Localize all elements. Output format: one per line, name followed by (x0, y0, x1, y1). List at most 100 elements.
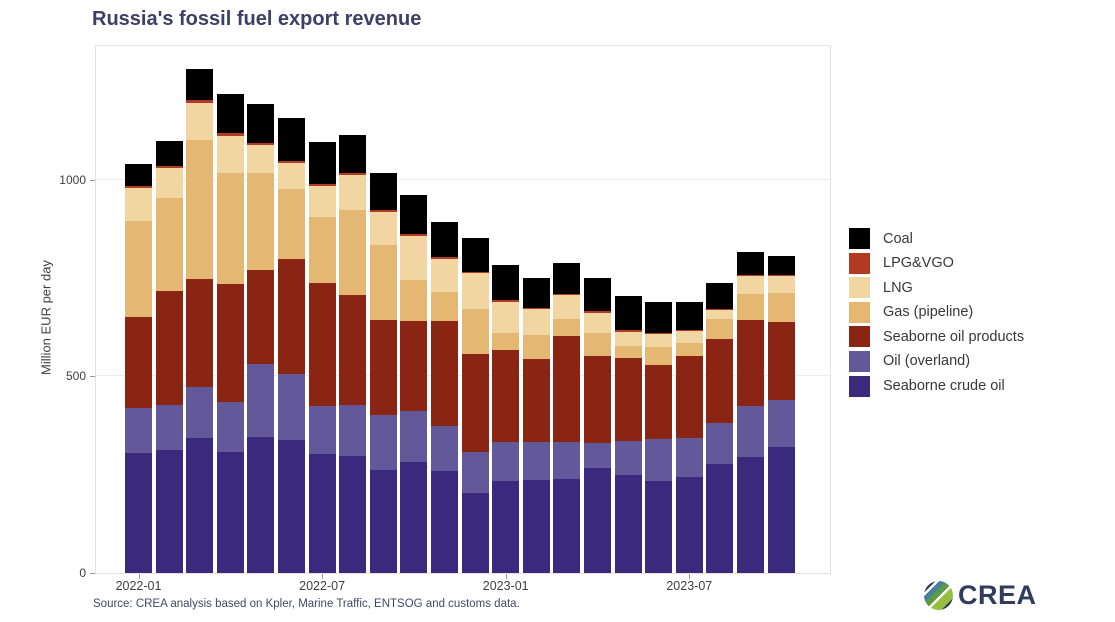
bar-segment-2023-01-gas-pipeline- (492, 333, 520, 351)
bar-segment-2022-12-lpg-vgo (461, 271, 489, 274)
gridline-1000 (96, 178, 830, 180)
bar-segment-2022-02-lng (155, 168, 183, 198)
bar-segment-2023-02-lpg-vgo (522, 307, 550, 310)
legend-label: Gas (pipeline) (883, 304, 974, 321)
bar-segment-2022-12-coal (461, 237, 489, 272)
bar-segment-2023-05-seaborne-crude-oil (614, 474, 642, 573)
bar-segment-2023-01-seaborne-crude-oil (492, 480, 520, 573)
bar-segment-2022-06-seaborne-oil-products (278, 258, 305, 374)
legend-item-seaborne-oil-products: Seaborne oil products (849, 326, 1024, 348)
bar-segment-2023-07-seaborne-crude-oil (675, 477, 703, 573)
bar-segment-2023-06-seaborne-oil-products (645, 365, 673, 439)
bar-segment-2023-10-lng (767, 276, 795, 294)
bar-segment-2022-10-seaborne-oil-products (400, 321, 428, 411)
bar-segment-2023-03-gas-pipeline- (553, 318, 581, 337)
bar-segment-2022-01-coal (125, 164, 152, 186)
bar-segment-2022-06-coal (278, 117, 305, 161)
bar-segment-2022-04-lpg-vgo (216, 132, 244, 137)
bar-segment-2022-08-coal (339, 134, 367, 174)
lpg-vgo-swatch-icon (849, 252, 870, 274)
bar-segment-2022-11-gas-pipeline- (431, 292, 458, 321)
bar-segment-2022-05-seaborne-oil-products (247, 270, 275, 364)
bar-segment-2022-10-gas-pipeline- (400, 279, 428, 322)
bar-segment-2023-08-gas-pipeline- (706, 319, 734, 340)
bar-segment-2022-04-gas-pipeline- (216, 172, 244, 284)
bar-segment-2022-01-seaborne-oil-products (125, 317, 152, 408)
bar-segment-2023-08-seaborne-oil-products (706, 339, 734, 424)
y-tick-label-500: 500 (65, 369, 86, 384)
bar-segment-2023-08-lng (706, 309, 734, 320)
source-note: Source: CREA analysis based on Kpler, Ma… (93, 598, 520, 610)
bar-segment-2022-02-oil-overland- (155, 404, 183, 450)
bar-segment-2023-09-lng (737, 276, 764, 295)
legend-label: LPG&VGO (883, 255, 954, 272)
bar-segment-2023-09-seaborne-crude-oil (737, 456, 764, 573)
bar-segment-2023-10-gas-pipeline- (767, 293, 795, 322)
bar-segment-2022-11-lpg-vgo (431, 257, 458, 259)
legend-item-lng: LNG (849, 277, 1024, 299)
seaborne-crude-oil-swatch-icon (849, 375, 870, 397)
coal-swatch-icon (849, 228, 870, 249)
bar-segment-2023-09-oil-overland- (737, 405, 764, 457)
bar-segment-2022-05-gas-pipeline- (247, 173, 275, 271)
x-tick-mark (505, 574, 507, 579)
bar-segment-2023-04-gas-pipeline- (584, 333, 611, 357)
bar-segment-2022-11-oil-overland- (431, 425, 458, 471)
bar-segment-2022-10-lng (400, 235, 428, 280)
bar-segment-2023-05-seaborne-oil-products (614, 357, 642, 441)
bar-segment-2023-07-lng (675, 330, 703, 343)
bar-segment-2023-05-oil-overland- (614, 440, 642, 475)
legend-label: Oil (overland) (883, 353, 971, 370)
bar-segment-2022-05-coal (247, 104, 275, 143)
bar-segment-2022-05-oil-overland- (247, 363, 275, 437)
bar-segment-2023-06-seaborne-crude-oil (645, 481, 673, 573)
bar-segment-2022-07-coal (308, 142, 336, 184)
bar-segment-2022-09-lpg-vgo (369, 210, 397, 212)
y-tick-mark (90, 573, 95, 574)
oil-overland-swatch-icon (849, 350, 870, 372)
bar-segment-2022-06-lng (278, 163, 305, 190)
y-tick-mark (90, 179, 95, 181)
crea-logo: CREA (924, 580, 1037, 611)
bar-segment-2022-10-oil-overland- (400, 410, 428, 463)
bar-segment-2023-10-seaborne-crude-oil (767, 446, 795, 573)
bar-segment-2022-12-oil-overland- (461, 452, 489, 494)
bar-segment-2022-07-lpg-vgo (308, 183, 336, 187)
bar-segment-2023-10-coal (767, 255, 795, 275)
gas-pipeline-swatch-icon (849, 301, 870, 323)
bar-segment-2023-08-lpg-vgo (706, 308, 734, 310)
bar-segment-2022-11-seaborne-oil-products (431, 320, 458, 426)
crea-logo-text: CREA (958, 580, 1037, 610)
bar-segment-2022-08-gas-pipeline- (339, 210, 367, 296)
bar-segment-2023-01-oil-overland- (492, 442, 520, 481)
bar-segment-2022-08-lng (339, 175, 367, 211)
bar-segment-2022-01-lpg-vgo (125, 185, 152, 188)
bar-segment-2023-09-seaborne-oil-products (737, 319, 764, 406)
bar-segment-2023-07-gas-pipeline- (675, 342, 703, 357)
bar-segment-2022-07-seaborne-crude-oil (308, 454, 336, 573)
bar-segment-2023-06-coal (645, 301, 673, 333)
bar-segment-2022-06-oil-overland- (278, 373, 305, 441)
bar-segment-2022-11-seaborne-crude-oil (431, 470, 458, 573)
bar-segment-2023-08-coal (706, 282, 734, 309)
bar-segment-2022-12-seaborne-oil-products (461, 353, 489, 453)
bar-segment-2023-04-oil-overland- (584, 443, 611, 468)
crea-pinwheel-icon (924, 581, 953, 610)
bar-segment-2023-01-lpg-vgo (492, 300, 520, 303)
bar-segment-2022-10-seaborne-crude-oil (400, 462, 428, 573)
plot-panel (95, 45, 831, 574)
bar-segment-2023-02-lng (522, 309, 550, 336)
bar-segment-2023-02-gas-pipeline- (522, 335, 550, 360)
x-tick-label-2022-01: 2022-01 (115, 579, 162, 593)
bar-segment-2023-03-lpg-vgo (553, 293, 581, 296)
bar-segment-2022-02-gas-pipeline- (155, 197, 183, 292)
bar-segment-2022-09-lng (369, 211, 397, 246)
bar-segment-2023-10-lpg-vgo (767, 274, 795, 277)
bar-segment-2022-02-lpg-vgo (155, 166, 183, 169)
bar-segment-2023-06-lpg-vgo (645, 332, 673, 335)
bar-segment-2022-04-coal (216, 93, 244, 133)
bar-segment-2022-01-lng (125, 187, 152, 222)
bar-segment-2023-09-lpg-vgo (737, 275, 764, 277)
bar-segment-2022-10-coal (400, 195, 428, 234)
legend-label: Seaborne crude oil (883, 378, 1005, 395)
